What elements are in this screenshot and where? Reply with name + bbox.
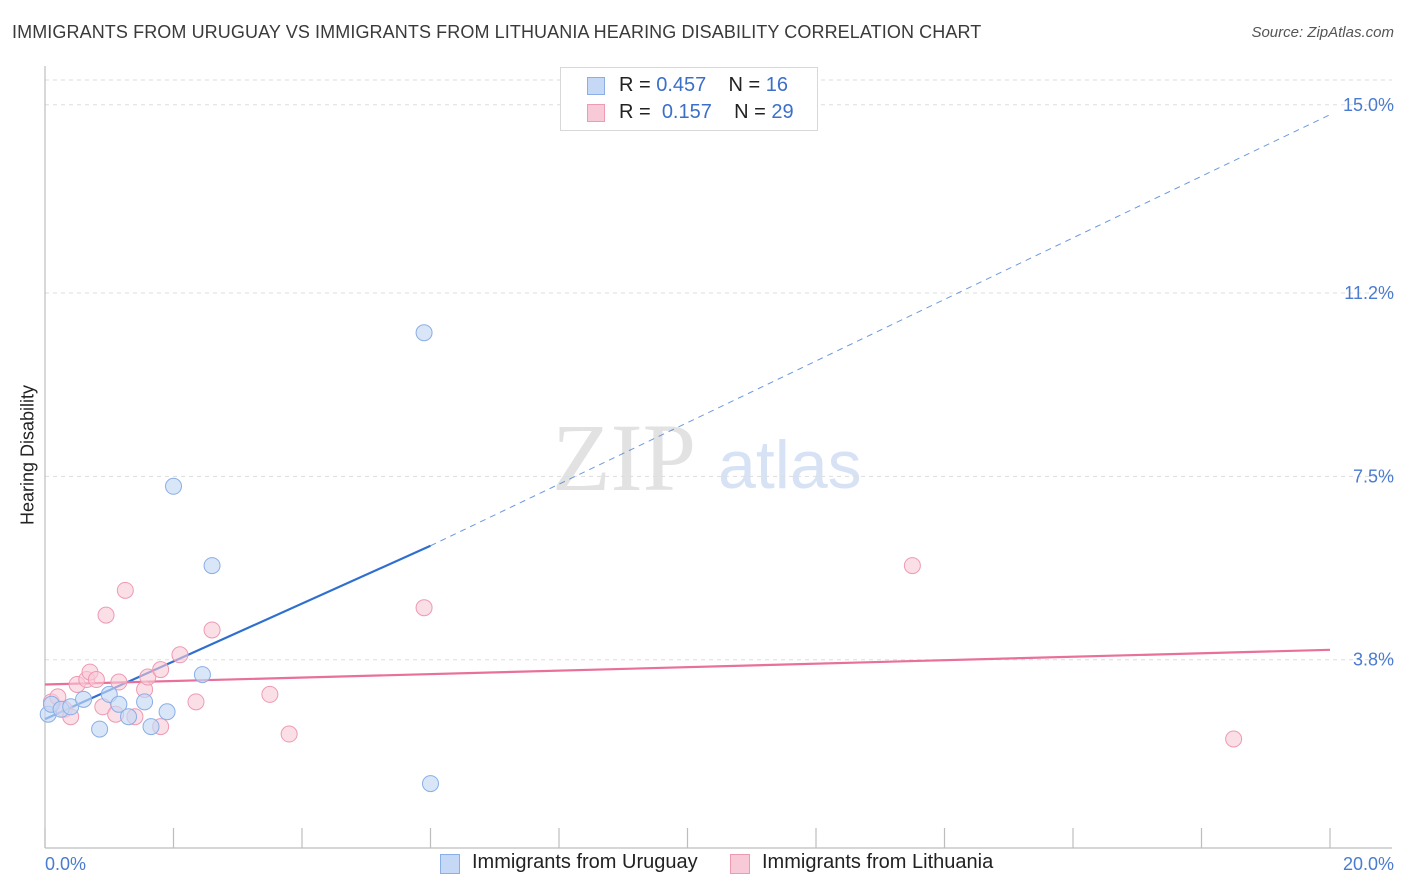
legend-swatch-lithuania [730,854,750,874]
chart-title: IMMIGRANTS FROM URUGUAY VS IMMIGRANTS FR… [12,22,982,42]
lithuania-point [415,599,433,617]
y-tick-label: 11.2% [1344,283,1394,303]
lithuania-point [87,671,105,689]
r-value: 0.457 [656,74,707,96]
uruguay-point [75,690,93,708]
uruguay-point [120,708,138,726]
uruguay-point [165,477,182,495]
uruguay-point [136,693,154,711]
lithuania-point [97,606,115,624]
r-label: R = [619,101,651,123]
tick-labels: 3.8% 7.5% 11.2% 15.0% 0.0% 20.0% [45,95,1394,874]
lithuania-point [187,693,205,711]
uruguay-trend-extension [430,114,1331,547]
uruguay-point [203,557,221,575]
lithuania-point [116,581,134,599]
uruguay-point [158,703,176,721]
uruguay-point [415,324,433,342]
lithuania-swatch [587,104,605,122]
x-tick-label: 0.0% [45,854,86,874]
uruguay-point [62,698,80,716]
r-label: R = [619,74,651,96]
lithuania-point [171,646,189,664]
lithuania-point [139,668,157,686]
lithuania-trend-line [44,648,1331,686]
uruguay-point [91,720,109,738]
y-tick-label: 15.0% [1343,95,1394,115]
uruguay-point [110,695,128,713]
n-label: N = [734,101,766,123]
r-value: 0.157 [661,101,712,123]
y-tick-label: 7.5% [1353,466,1394,486]
lithuania-point [261,685,279,703]
legend-label-lithuania: Immigrants from Lithuania [762,851,994,873]
legend-label-uruguay: Immigrants from Uruguay [472,851,698,873]
n-value: 16 [765,74,789,96]
uruguay-point [193,666,211,684]
stats-legend-box: R = 0.457 N = 16 R = 0.157 N = 29 [560,67,818,131]
lithuania-point [203,621,221,639]
watermark-zip: ZIP [552,404,696,511]
y-tick-label: 3.8% [1353,650,1394,670]
uruguay-point [422,775,439,793]
uruguay-point [142,718,160,736]
legend-swatch-uruguay [440,854,460,874]
lithuania-point [280,725,298,743]
data-points [39,324,1243,793]
grid-lines [45,79,1392,661]
lithuania-point [1225,730,1243,748]
watermark-atlas: atlas [718,427,862,503]
x-tick-label: 20.0% [1343,854,1394,874]
uruguay-stats-text: R = 0.457 N = 16 [619,74,788,97]
y-axis-label: Hearing Disability [17,384,38,526]
lithuania-point [903,557,921,575]
n-label: N = [728,74,761,96]
n-value: 29 [771,101,794,123]
lithuania-point [152,661,170,679]
watermark: ZIP atlas [552,404,862,511]
lithuania-stats-text: R = 0.157 N = 29 [619,101,794,124]
chart-source: Source: ZipAtlas.com [1251,24,1394,41]
uruguay-swatch [587,77,605,95]
lithuania-point [110,673,128,691]
